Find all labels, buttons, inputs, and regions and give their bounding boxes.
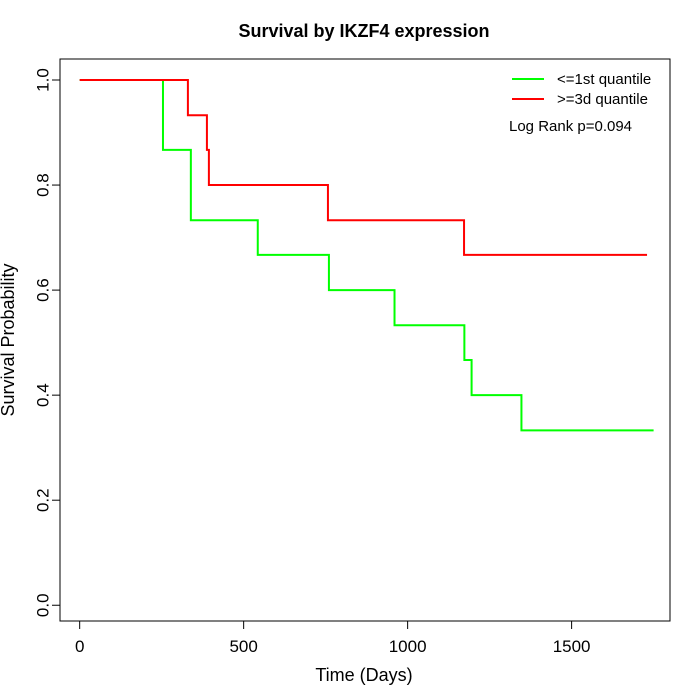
survival-curve-1 [79, 79, 654, 432]
y-axis-label: Survival Probability [0, 263, 18, 416]
legend: <=1st quantile >=3d quantile [512, 71, 651, 108]
y-tick-label: 0.4 [34, 383, 53, 407]
x-tick-label: 1500 [553, 637, 591, 656]
series-layer [79, 79, 654, 432]
survival-curve-2 [79, 79, 648, 256]
y-axis: 0.0 0.2 0.4 0.6 0.8 1.0 [34, 68, 61, 617]
chart-title: Survival by IKZF4 expression [238, 21, 489, 41]
y-tick-label: 1.0 [34, 68, 53, 92]
log-rank-annotation: Log Rank p=0.094 [509, 118, 632, 135]
x-axis-label: Time (Days) [315, 665, 412, 685]
legend-label: >=3d quantile [557, 91, 648, 108]
x-tick-label: 0 [75, 637, 84, 656]
legend-label: <=1st quantile [557, 71, 651, 88]
x-tick-label: 500 [229, 637, 257, 656]
y-tick-label: 0.2 [34, 488, 53, 512]
y-tick-label: 0.8 [34, 173, 53, 197]
y-tick-label: 0.0 [34, 593, 53, 617]
y-tick-label: 0.6 [34, 278, 53, 302]
x-tick-label: 1000 [389, 637, 427, 656]
x-axis: 0 500 1000 1500 [75, 620, 591, 656]
plot-frame [59, 58, 671, 622]
